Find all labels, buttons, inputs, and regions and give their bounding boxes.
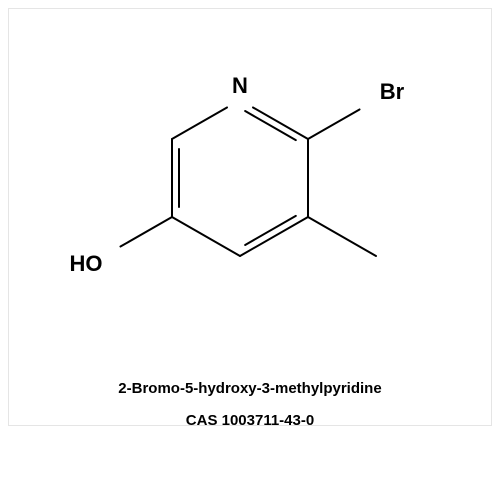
cas-number: CAS 1003711-43-0	[0, 412, 500, 429]
atom-label-lbl_br: Br	[380, 79, 404, 105]
cas-block: CAS 1003711-43-0	[0, 412, 500, 429]
atom-label-lbl_n: N	[232, 73, 248, 99]
atom-label-lbl_oh: HO	[70, 251, 103, 277]
compound-name: 2-Bromo-5-hydroxy-3-methylpyridine	[0, 380, 500, 397]
caption-block: 2-Bromo-5-hydroxy-3-methylpyridine	[0, 380, 500, 397]
